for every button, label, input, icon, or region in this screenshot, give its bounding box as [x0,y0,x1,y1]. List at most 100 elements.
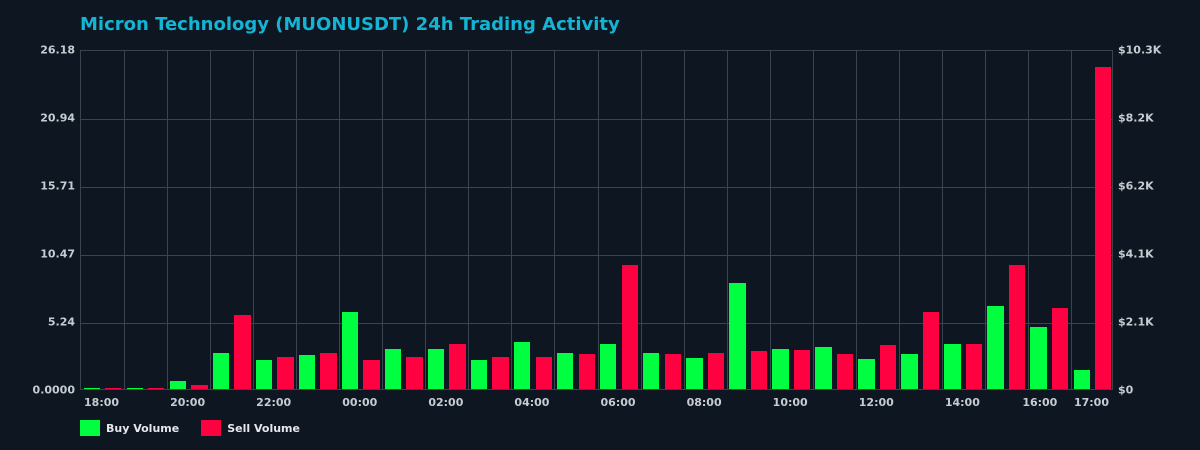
buy-volume-bar[interactable] [772,348,789,389]
grid-line-vertical [382,51,384,389]
y-tick-label-right: $8.2K [1118,111,1154,125]
y-tick-label-left: 10.47 [40,247,75,261]
buy-volume-bar[interactable] [858,359,875,389]
grid-line-vertical [640,51,642,389]
buy-volume-bar[interactable] [255,360,273,389]
sell-volume-bar[interactable] [234,314,251,389]
grid-line-vertical [167,51,169,389]
x-tick-label: 22:00 [256,396,292,409]
y-tick-label-left: 26.18 [40,43,75,57]
buy-volume-bar[interactable] [513,342,531,389]
buy-volume-bar[interactable] [987,305,1004,389]
sell-swatch-icon [201,420,222,436]
x-tick-label: 00:00 [342,396,378,409]
buy-volume-bar[interactable] [1030,326,1047,389]
sell-volume-bar[interactable] [406,356,423,389]
grid-line-vertical [511,51,513,389]
sell-volume-bar[interactable] [148,388,165,389]
buy-volume-bar[interactable] [557,352,574,389]
grid-line-vertical [683,51,685,389]
x-tick-label: 08:00 [686,396,722,409]
grid-line-horizontal [81,187,1112,188]
sell-volume-bar[interactable] [965,343,983,389]
buy-volume-bar[interactable] [1073,369,1090,389]
x-tick-label: 04:00 [514,396,550,409]
grid-line-vertical [769,51,771,389]
buy-volume-bar[interactable] [212,352,230,389]
buy-volume-bar[interactable] [815,347,832,389]
buy-volume-bar[interactable] [901,353,918,389]
buy-volume-bar[interactable] [600,343,617,389]
chart-title: Micron Technology (MUONUSDT) 24h Trading… [80,14,620,35]
grid-line-vertical [296,51,298,389]
buy-volume-bar[interactable] [729,282,746,389]
sell-volume-bar[interactable] [492,356,509,389]
grid-line-horizontal [81,119,1112,120]
buy-volume-bar[interactable] [384,348,402,389]
sell-volume-bar[interactable] [707,352,725,389]
x-tick-label: 06:00 [600,396,636,409]
x-tick-label: 16:00 [1022,396,1058,409]
sell-volume-bar[interactable] [922,312,940,389]
plot-area [80,50,1113,390]
y-tick-label-left: 15.71 [40,179,75,193]
y-tick-label-left: 0.0000 [32,383,75,397]
legend-item-buy[interactable]: Buy Volume [80,420,179,436]
sell-volume-bar[interactable] [1095,66,1112,389]
buy-volume-bar[interactable] [341,312,359,389]
y-tick-label-left: 5.24 [47,315,75,329]
sell-volume-bar[interactable] [621,264,638,389]
grid-line-vertical [597,51,599,389]
buy-volume-bar[interactable] [470,360,488,389]
x-tick-label: 18:00 [84,396,120,409]
grid-line-vertical [253,51,255,389]
buy-volume-bar[interactable] [83,388,100,389]
grid-line-horizontal [81,255,1112,256]
sell-volume-bar[interactable] [1008,264,1026,389]
grid-line-vertical [425,51,427,389]
grid-line-vertical [1070,51,1072,389]
sell-volume-bar[interactable] [105,388,122,389]
buy-volume-bar[interactable] [169,381,186,389]
grid-line-vertical [1027,51,1029,389]
sell-volume-bar[interactable] [836,353,854,389]
buy-volume-bar[interactable] [686,357,703,389]
sell-volume-bar[interactable] [750,351,768,389]
sell-volume-bar[interactable] [277,356,294,389]
buy-volume-bar[interactable] [298,355,316,389]
buy-volume-bar[interactable] [944,343,961,389]
y-tick-label-right: $2.1K [1118,315,1154,329]
grid-line-vertical [339,51,341,389]
y-tick-label-right: $0 [1118,383,1134,397]
x-tick-label: 20:00 [170,396,206,409]
grid-line-vertical [812,51,814,389]
sell-volume-bar[interactable] [191,385,208,389]
grid-line-vertical [898,51,900,389]
sell-volume-bar[interactable] [793,350,811,389]
grid-line-vertical [726,51,728,389]
sell-volume-bar[interactable] [449,343,466,389]
y-tick-label-right: $6.2K [1118,179,1154,193]
sell-volume-bar[interactable] [578,353,595,389]
sell-volume-bar[interactable] [1052,308,1069,389]
sell-volume-bar[interactable] [879,344,897,389]
legend-buy-label: Buy Volume [106,421,180,435]
grid-line-vertical [124,51,126,389]
buy-volume-bar[interactable] [126,388,143,389]
legend-sell-label: Sell Volume [227,421,300,435]
sell-volume-bar[interactable] [320,352,337,389]
grid-line-vertical [210,51,212,389]
y-tick-label-right: $10.3K [1118,43,1162,57]
y-tick-label-left: 20.94 [40,111,75,125]
grid-line-vertical [468,51,470,389]
sell-volume-bar[interactable] [664,353,681,389]
sell-volume-bar[interactable] [363,360,380,389]
x-tick-label: 10:00 [772,396,808,409]
sell-volume-bar[interactable] [535,356,552,389]
x-tick-label: 17:00 [1073,396,1109,409]
legend-item-sell[interactable]: Sell Volume [201,420,300,436]
buy-volume-bar[interactable] [643,352,660,389]
x-tick-label: 12:00 [858,396,894,409]
buy-volume-bar[interactable] [427,348,445,389]
x-tick-label: 14:00 [944,396,980,409]
